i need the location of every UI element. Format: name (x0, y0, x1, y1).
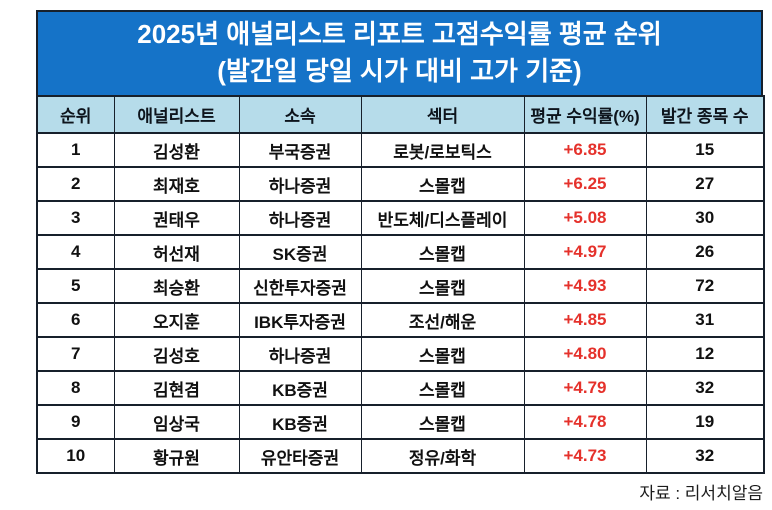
return-cell: +4.97 (523, 234, 647, 270)
firm-cell: 하나증권 (238, 200, 362, 236)
report-title-line1: 2025년 애널리스트 리포트 고점수익률 평균 순위 (137, 19, 662, 49)
return-cell: +5.08 (523, 200, 647, 236)
table-row: 4 허선재 SK증권 스몰캡 +4.97 26 (36, 234, 765, 270)
analyst-cell: 김성환 (113, 132, 240, 168)
count-cell: 32 (645, 370, 765, 406)
analyst-cell: 오지훈 (113, 302, 240, 338)
count-cell: 19 (645, 404, 765, 440)
count-cell: 27 (645, 166, 765, 202)
rank-cell: 3 (36, 200, 115, 236)
firm-cell: 신한투자증권 (238, 268, 362, 304)
rank-cell: 6 (36, 302, 115, 338)
ranking-report: 2025년 애널리스트 리포트 고점수익률 평균 순위 (발간일 당일 시가 대… (36, 10, 765, 474)
analyst-cell: 김성호 (113, 336, 240, 372)
firm-cell: IBK투자증권 (238, 302, 362, 338)
analyst-cell: 최재호 (113, 166, 240, 202)
header-rank: 순위 (36, 95, 115, 134)
analyst-cell: 김현겸 (113, 370, 240, 406)
table-row: 2 최재호 하나증권 스몰캡 +6.25 27 (36, 166, 765, 202)
header-row: 순위 애널리스트 소속 섹터 평균 수익률(%) 발간 종목 수 (36, 95, 765, 134)
count-cell: 15 (645, 132, 765, 168)
return-cell: +6.25 (523, 166, 647, 202)
return-cell: +4.85 (523, 302, 647, 338)
count-cell: 32 (645, 438, 765, 474)
table-row: 3 권태우 하나증권 반도체/디스플레이 +5.08 30 (36, 200, 765, 236)
sector-cell: 스몰캡 (360, 370, 525, 406)
sector-cell: 정유/화학 (360, 438, 525, 474)
count-cell: 31 (645, 302, 765, 338)
analyst-cell: 허선재 (113, 234, 240, 270)
sector-cell: 스몰캡 (360, 404, 525, 440)
rank-cell: 10 (36, 438, 115, 474)
rank-cell: 1 (36, 132, 115, 168)
report-title: 2025년 애널리스트 리포트 고점수익률 평균 순위 (발간일 당일 시가 대… (36, 10, 763, 95)
rank-cell: 4 (36, 234, 115, 270)
return-cell: +4.73 (523, 438, 647, 474)
table-row: 6 오지훈 IBK투자증권 조선/해운 +4.85 31 (36, 302, 765, 338)
sector-cell: 스몰캡 (360, 336, 525, 372)
count-cell: 72 (645, 268, 765, 304)
sector-cell: 로봇/로보틱스 (360, 132, 525, 168)
header-return: 평균 수익률(%) (523, 95, 647, 134)
firm-cell: 하나증권 (238, 336, 362, 372)
count-cell: 26 (645, 234, 765, 270)
return-cell: +4.93 (523, 268, 647, 304)
table-row: 10 황규원 유안타증권 정유/화학 +4.73 32 (36, 438, 765, 474)
analyst-cell: 임상국 (113, 404, 240, 440)
return-cell: +4.78 (523, 404, 647, 440)
rank-cell: 7 (36, 336, 115, 372)
return-cell: +4.80 (523, 336, 647, 372)
rank-cell: 2 (36, 166, 115, 202)
firm-cell: 하나증권 (238, 166, 362, 202)
table-row: 9 임상국 KB증권 스몰캡 +4.78 19 (36, 404, 765, 440)
firm-cell: KB증권 (238, 370, 362, 406)
analyst-cell: 황규원 (113, 438, 240, 474)
header-firm: 소속 (238, 95, 362, 134)
firm-cell: 부국증권 (238, 132, 362, 168)
sector-cell: 스몰캡 (360, 268, 525, 304)
rank-cell: 9 (36, 404, 115, 440)
sector-cell: 스몰캡 (360, 234, 525, 270)
return-cell: +4.79 (523, 370, 647, 406)
source-credit: 자료 : 리서치알음 (639, 484, 763, 503)
rank-cell: 5 (36, 268, 115, 304)
header-sector: 섹터 (360, 95, 525, 134)
return-cell: +6.85 (523, 132, 647, 168)
sector-cell: 반도체/디스플레이 (360, 200, 525, 236)
analyst-cell: 권태우 (113, 200, 240, 236)
count-cell: 12 (645, 336, 765, 372)
report-title-line2: (발간일 당일 시가 대비 고가 기준) (217, 56, 582, 86)
sector-cell: 조선/해운 (360, 302, 525, 338)
table-row: 5 최승환 신한투자증권 스몰캡 +4.93 72 (36, 268, 765, 304)
analyst-ranking-table: 순위 애널리스트 소속 섹터 평균 수익률(%) 발간 종목 수 1 김성환 부… (36, 95, 765, 474)
table-row: 7 김성호 하나증권 스몰캡 +4.80 12 (36, 336, 765, 372)
table-row: 1 김성환 부국증권 로봇/로보틱스 +6.85 15 (36, 132, 765, 168)
rank-cell: 8 (36, 370, 115, 406)
analyst-cell: 최승환 (113, 268, 240, 304)
firm-cell: KB증권 (238, 404, 362, 440)
sector-cell: 스몰캡 (360, 166, 525, 202)
header-analyst: 애널리스트 (113, 95, 240, 134)
header-count: 발간 종목 수 (645, 95, 765, 134)
firm-cell: 유안타증권 (238, 438, 362, 474)
firm-cell: SK증권 (238, 234, 362, 270)
table-row: 8 김현겸 KB증권 스몰캡 +4.79 32 (36, 370, 765, 406)
count-cell: 30 (645, 200, 765, 236)
